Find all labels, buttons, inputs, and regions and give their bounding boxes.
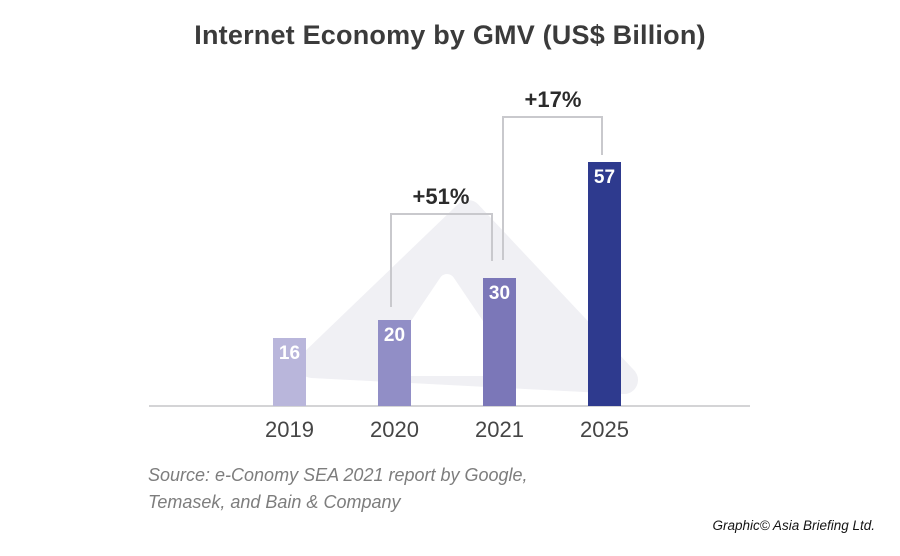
source-note-line1: Source: e-Conomy SEA 2021 report by Goog… (148, 465, 528, 485)
growth-bracket-51-right-leg (491, 213, 493, 261)
bar-value-label-2019: 16 (278, 343, 301, 364)
x-axis-label-2025: 2025 (580, 417, 629, 442)
growth-annotation-17: +17% (524, 87, 582, 112)
growth-bracket-51-left-leg (390, 213, 392, 307)
growth-bracket-17-horizontal (502, 116, 603, 118)
source-note: Source: e-Conomy SEA 2021 report by Goog… (148, 462, 528, 516)
growth-bracket-51-horizontal (390, 213, 493, 215)
bar-2025: 57 (588, 162, 621, 406)
bar-value-label-2025: 57 (593, 167, 616, 188)
x-axis-label-2020: 2020 (370, 417, 419, 442)
bar-value-label-2021: 30 (488, 283, 511, 304)
x-axis-line (149, 405, 750, 407)
bar-2020: 20 (378, 320, 411, 406)
chart-title: Internet Economy by GMV (US$ Billion) (194, 20, 706, 50)
graphic-attribution: Graphic© Asia Briefing Ltd. (712, 518, 875, 533)
bar-value-label-2020: 20 (383, 325, 406, 346)
bar-2019: 16 (273, 338, 306, 406)
growth-annotation-51: +51% (412, 184, 470, 209)
source-note-line2: Temasek, and Bain & Company (148, 492, 401, 512)
x-axis-label-2019: 2019 (265, 417, 314, 442)
bar-2021: 30 (483, 278, 516, 406)
growth-bracket-17-right-leg (601, 116, 603, 155)
growth-bracket-17-left-leg (502, 116, 504, 260)
x-axis-label-2021: 2021 (475, 417, 524, 442)
